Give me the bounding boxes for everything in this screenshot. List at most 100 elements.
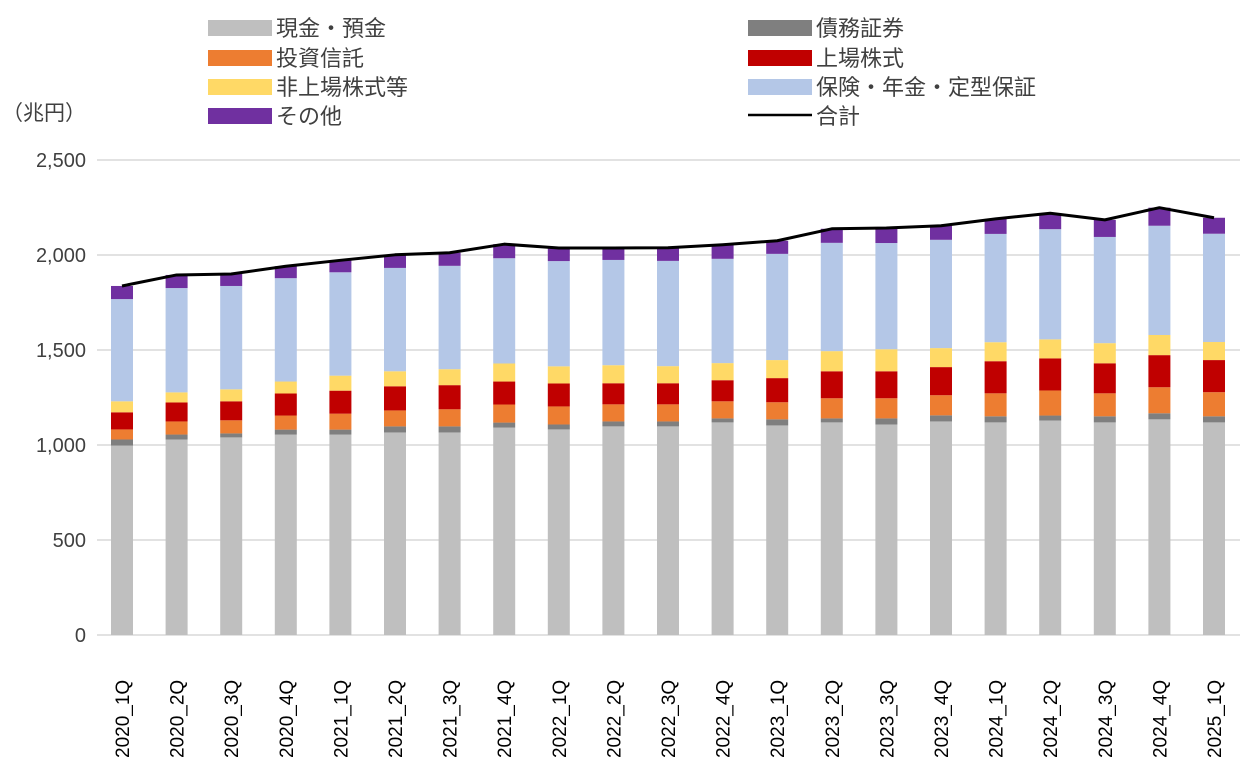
bar-segment (766, 360, 789, 379)
bar-stack (984, 218, 1007, 635)
bar-segment (493, 427, 516, 635)
bar-segment (984, 218, 1007, 234)
bar-segment (274, 278, 297, 382)
legend-label: 保険・年金・定型保証 (816, 76, 1036, 101)
bar-segment (602, 404, 625, 422)
bar-segment (384, 432, 406, 635)
bar-segment (274, 429, 297, 435)
bar-segment (547, 406, 570, 425)
bar-segment (602, 426, 625, 635)
bar-segment (165, 439, 188, 635)
bar-segment (329, 390, 352, 414)
bar-stack (274, 266, 297, 635)
legend-swatch (748, 20, 812, 36)
bar-segment (1039, 420, 1062, 635)
bar-segment (274, 381, 297, 394)
bar-segment (384, 410, 406, 427)
bar-stack (438, 252, 461, 635)
bar-segment (875, 349, 898, 372)
y-tick-label: 1,000 (36, 435, 86, 457)
x-tick-label: 2024_3Q (1096, 680, 1117, 758)
bar-segment (493, 422, 516, 428)
bar-segment (1093, 363, 1116, 394)
bar-segment (820, 228, 843, 243)
bar-segment (329, 429, 352, 435)
bar-segment (274, 415, 297, 430)
legend-item: 債務証券 (748, 17, 904, 42)
bar-segment (875, 418, 898, 425)
x-tick-label: 2022_4Q (714, 680, 735, 758)
bar-segment (384, 371, 406, 387)
bar-segment (711, 244, 734, 259)
x-tick-label: 2024_2Q (1041, 680, 1062, 758)
x-tick-label: 2023_1Q (768, 680, 789, 758)
bar-segment (547, 429, 570, 635)
bar-segment (547, 366, 570, 384)
bar-segment (220, 433, 243, 438)
x-tick-label: 2021_1Q (331, 680, 352, 758)
bar-segment (1148, 207, 1171, 226)
bar-segment (657, 421, 679, 427)
bar-segment (711, 418, 734, 423)
bar-segment (1039, 339, 1062, 359)
bar-segment (930, 239, 952, 349)
bar-segment (1039, 229, 1062, 340)
legend-label: 現金・預金 (276, 17, 386, 42)
bar-stack (547, 247, 570, 635)
y-tick-label: 2,500 (36, 150, 86, 172)
bar-segment (1093, 219, 1116, 237)
bar-segment (493, 244, 516, 259)
bar-segment (766, 419, 789, 426)
bar-segment (111, 429, 133, 440)
bar-stack (329, 260, 352, 635)
bar-stack (711, 244, 734, 635)
bar-segment (875, 228, 898, 244)
legend-swatch (208, 79, 272, 95)
bar-segment (766, 402, 789, 420)
bar-segment (329, 260, 352, 273)
bar-segment (111, 299, 133, 402)
x-tick-label: 2023_3Q (877, 680, 898, 758)
bar-segment (1039, 415, 1062, 421)
bar-segment (930, 415, 952, 422)
bar-segment (875, 424, 898, 635)
bar-segment (1203, 416, 1225, 423)
bar-segment (820, 418, 843, 423)
y-tick-label: 500 (53, 530, 86, 552)
legend-label: その他 (276, 105, 342, 130)
bars (111, 207, 1225, 635)
bar-segment (820, 422, 843, 635)
bar-stack (766, 240, 789, 635)
bar-segment (820, 242, 843, 352)
x-tick-label: 2025_1Q (1205, 680, 1226, 758)
legend-item: 合計 (748, 105, 860, 130)
bar-stack (602, 247, 625, 635)
bar-segment (384, 386, 406, 411)
bar-segment (165, 288, 188, 393)
bar-segment (766, 378, 789, 403)
bar-segment (657, 366, 679, 384)
bar-segment (165, 434, 188, 440)
bar-segment (438, 426, 461, 433)
legend-item: 非上場株式等 (208, 76, 408, 101)
y-axis-ticks: 0 500 1,000 1,500 2,000 2,500 (36, 150, 86, 647)
bar-segment (984, 342, 1007, 362)
x-tick-label: 2021_2Q (386, 680, 407, 758)
x-tick-label: 2023_2Q (823, 680, 844, 758)
bar-segment (111, 445, 133, 635)
bar-segment (657, 383, 679, 405)
legend-item: 投資信託 (208, 47, 364, 72)
x-tick-label: 2024_4Q (1150, 680, 1171, 758)
bar-segment (1203, 233, 1225, 343)
bar-stack (384, 254, 406, 635)
bar-stack (1093, 219, 1116, 635)
bar-segment (1203, 360, 1225, 393)
bar-segment (1093, 236, 1116, 344)
y-tick-label: 0 (75, 625, 86, 647)
x-axis-ticks: 2020_1Q 2020_2Q 2020_3Q 2020_4Q 2021_1Q 2021_… (113, 680, 1226, 758)
bar-stack (220, 274, 243, 635)
bar-stack (875, 228, 898, 635)
bar-segment (766, 240, 789, 254)
bar-segment (657, 260, 679, 367)
legend-label: 合計 (816, 105, 860, 130)
